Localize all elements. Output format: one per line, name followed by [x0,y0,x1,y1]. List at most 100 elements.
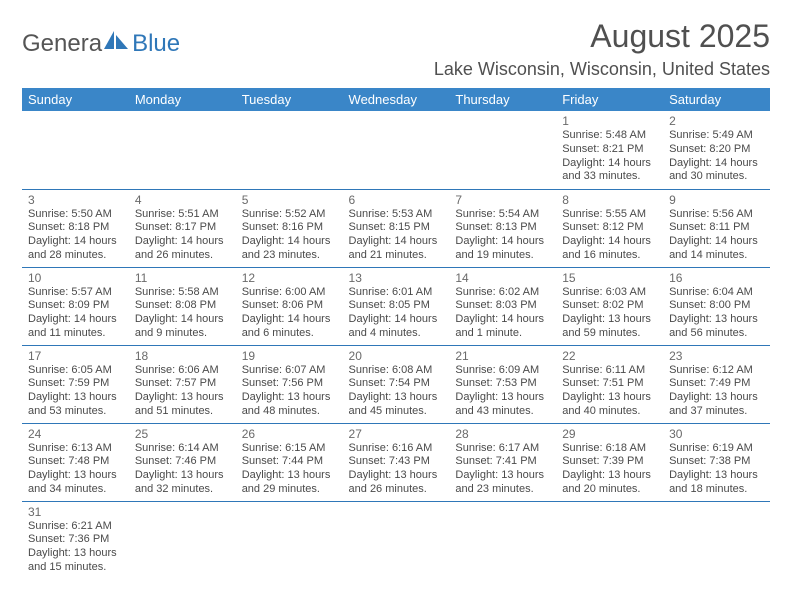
cell-line-d2: and 4 minutes. [349,327,444,341]
cell-line-sr: Sunrise: 6:17 AM [455,442,550,456]
cell-line-ss: Sunset: 8:17 PM [135,221,230,235]
day-number: 8 [562,193,657,207]
day-number: 6 [349,193,444,207]
cell-line-d2: and 9 minutes. [135,327,230,341]
day-number: 11 [135,271,230,285]
cell-line-ss: Sunset: 8:21 PM [562,143,657,157]
calendar-cell [236,501,343,579]
day-number: 22 [562,349,657,363]
cell-line-ss: Sunset: 7:44 PM [242,455,337,469]
calendar-cell [343,111,450,189]
cell-line-sr: Sunrise: 6:07 AM [242,364,337,378]
cell-line-d1: Daylight: 14 hours [349,235,444,249]
calendar-cell: 12Sunrise: 6:00 AMSunset: 8:06 PMDayligh… [236,267,343,345]
calendar-cell: 8Sunrise: 5:55 AMSunset: 8:12 PMDaylight… [556,189,663,267]
cell-line-d1: Daylight: 13 hours [562,313,657,327]
cell-line-d1: Daylight: 13 hours [349,469,444,483]
day-header: Thursday [449,88,556,111]
cell-line-ss: Sunset: 8:18 PM [28,221,123,235]
cell-line-ss: Sunset: 8:06 PM [242,299,337,313]
day-number: 28 [455,427,550,441]
day-number: 15 [562,271,657,285]
calendar-week: 10Sunrise: 5:57 AMSunset: 8:09 PMDayligh… [22,267,770,345]
cell-line-d1: Daylight: 14 hours [349,313,444,327]
cell-line-ss: Sunset: 8:16 PM [242,221,337,235]
day-header: Tuesday [236,88,343,111]
cell-line-sr: Sunrise: 5:54 AM [455,208,550,222]
cell-line-d2: and 21 minutes. [349,249,444,263]
day-number: 24 [28,427,123,441]
cell-line-sr: Sunrise: 6:05 AM [28,364,123,378]
cell-line-d2: and 14 minutes. [669,249,764,263]
cell-line-d1: Daylight: 13 hours [669,313,764,327]
cell-line-d2: and 19 minutes. [455,249,550,263]
calendar-cell: 16Sunrise: 6:04 AMSunset: 8:00 PMDayligh… [663,267,770,345]
cell-line-sr: Sunrise: 6:08 AM [349,364,444,378]
cell-line-d2: and 40 minutes. [562,405,657,419]
cell-line-ss: Sunset: 7:53 PM [455,377,550,391]
cell-line-ss: Sunset: 7:41 PM [455,455,550,469]
day-number: 23 [669,349,764,363]
brand-part1: Genera [22,30,102,58]
cell-line-sr: Sunrise: 6:16 AM [349,442,444,456]
calendar-cell [343,501,450,579]
calendar-cell: 11Sunrise: 5:58 AMSunset: 8:08 PMDayligh… [129,267,236,345]
day-header: Saturday [663,88,770,111]
day-number: 27 [349,427,444,441]
cell-line-d1: Daylight: 13 hours [669,469,764,483]
cell-line-d2: and 15 minutes. [28,561,123,575]
cell-line-ss: Sunset: 7:57 PM [135,377,230,391]
cell-line-sr: Sunrise: 6:14 AM [135,442,230,456]
cell-line-d2: and 26 minutes. [349,483,444,497]
calendar-cell [663,501,770,579]
cell-line-d2: and 28 minutes. [28,249,123,263]
cell-line-d1: Daylight: 14 hours [28,313,123,327]
cell-line-sr: Sunrise: 6:02 AM [455,286,550,300]
cell-line-d1: Daylight: 13 hours [349,391,444,405]
calendar-week: 24Sunrise: 6:13 AMSunset: 7:48 PMDayligh… [22,423,770,501]
calendar-cell: 5Sunrise: 5:52 AMSunset: 8:16 PMDaylight… [236,189,343,267]
cell-line-d1: Daylight: 14 hours [28,235,123,249]
day-number: 31 [28,505,123,519]
calendar-cell: 21Sunrise: 6:09 AMSunset: 7:53 PMDayligh… [449,345,556,423]
cell-line-sr: Sunrise: 5:48 AM [562,129,657,143]
day-header: Sunday [22,88,129,111]
day-number: 26 [242,427,337,441]
cell-line-d2: and 56 minutes. [669,327,764,341]
cell-line-sr: Sunrise: 6:13 AM [28,442,123,456]
day-header: Wednesday [343,88,450,111]
cell-line-sr: Sunrise: 6:00 AM [242,286,337,300]
day-number: 21 [455,349,550,363]
cell-line-sr: Sunrise: 5:56 AM [669,208,764,222]
cell-line-d2: and 11 minutes. [28,327,123,341]
day-number: 20 [349,349,444,363]
cell-line-ss: Sunset: 7:56 PM [242,377,337,391]
calendar-cell: 22Sunrise: 6:11 AMSunset: 7:51 PMDayligh… [556,345,663,423]
calendar-cell: 10Sunrise: 5:57 AMSunset: 8:09 PMDayligh… [22,267,129,345]
calendar-cell: 25Sunrise: 6:14 AMSunset: 7:46 PMDayligh… [129,423,236,501]
calendar-cell [556,501,663,579]
cell-line-ss: Sunset: 8:11 PM [669,221,764,235]
cell-line-d1: Daylight: 14 hours [455,235,550,249]
cell-line-ss: Sunset: 8:05 PM [349,299,444,313]
cell-line-sr: Sunrise: 6:03 AM [562,286,657,300]
cell-line-d2: and 53 minutes. [28,405,123,419]
cell-line-d1: Daylight: 14 hours [242,235,337,249]
cell-line-d2: and 29 minutes. [242,483,337,497]
cell-line-d1: Daylight: 14 hours [669,157,764,171]
month-title: August 2025 [434,18,770,55]
cell-line-d1: Daylight: 13 hours [28,391,123,405]
cell-line-ss: Sunset: 7:36 PM [28,533,123,547]
day-number: 10 [28,271,123,285]
cell-line-sr: Sunrise: 6:09 AM [455,364,550,378]
calendar-week: 31Sunrise: 6:21 AMSunset: 7:36 PMDayligh… [22,501,770,579]
day-number: 19 [242,349,337,363]
cell-line-d2: and 32 minutes. [135,483,230,497]
cell-line-d2: and 20 minutes. [562,483,657,497]
cell-line-sr: Sunrise: 6:06 AM [135,364,230,378]
day-number: 12 [242,271,337,285]
cell-line-ss: Sunset: 8:00 PM [669,299,764,313]
calendar-cell: 1Sunrise: 5:48 AMSunset: 8:21 PMDaylight… [556,111,663,189]
cell-line-d1: Daylight: 13 hours [242,469,337,483]
brand-logo: Genera Blue [22,30,180,58]
